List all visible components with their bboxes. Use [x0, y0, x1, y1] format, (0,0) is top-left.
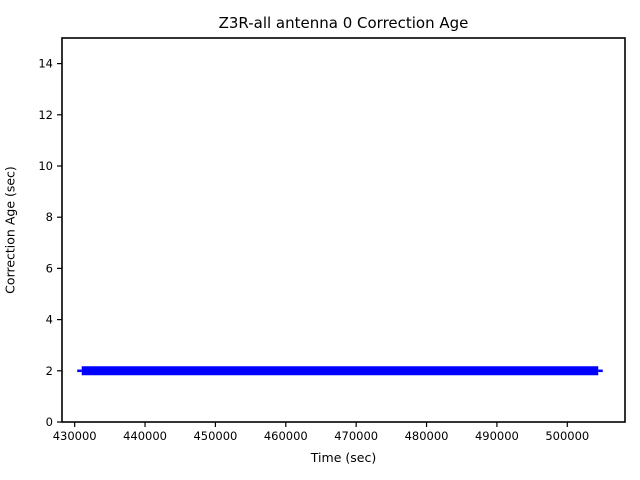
x-tick-label: 480000 — [405, 429, 449, 443]
y-tick-label: 4 — [46, 313, 53, 327]
y-tick-label: 2 — [46, 364, 53, 378]
x-tick-label: 470000 — [334, 429, 378, 443]
axes-frame — [61, 37, 626, 423]
chart-title: Z3R-all antenna 0 Correction Age — [218, 14, 469, 32]
y-tick-label: 6 — [46, 261, 53, 275]
x-tick-label: 440000 — [123, 429, 167, 443]
x-tick-label: 430000 — [53, 429, 97, 443]
y-tick-label: 8 — [46, 210, 53, 224]
x-tick-label: 500000 — [545, 429, 589, 443]
x-axis-label: Time (sec) — [310, 450, 377, 465]
x-tick-label: 460000 — [264, 429, 308, 443]
x-tick-label: 490000 — [475, 429, 519, 443]
y-tick-label: 14 — [38, 57, 53, 71]
y-tick-label: 10 — [38, 159, 53, 173]
y-tick-label: 12 — [38, 108, 53, 122]
y-axis-label: Correction Age (sec) — [2, 166, 18, 294]
y-tick-label: 0 — [46, 415, 53, 429]
x-tick-label: 450000 — [193, 429, 237, 443]
